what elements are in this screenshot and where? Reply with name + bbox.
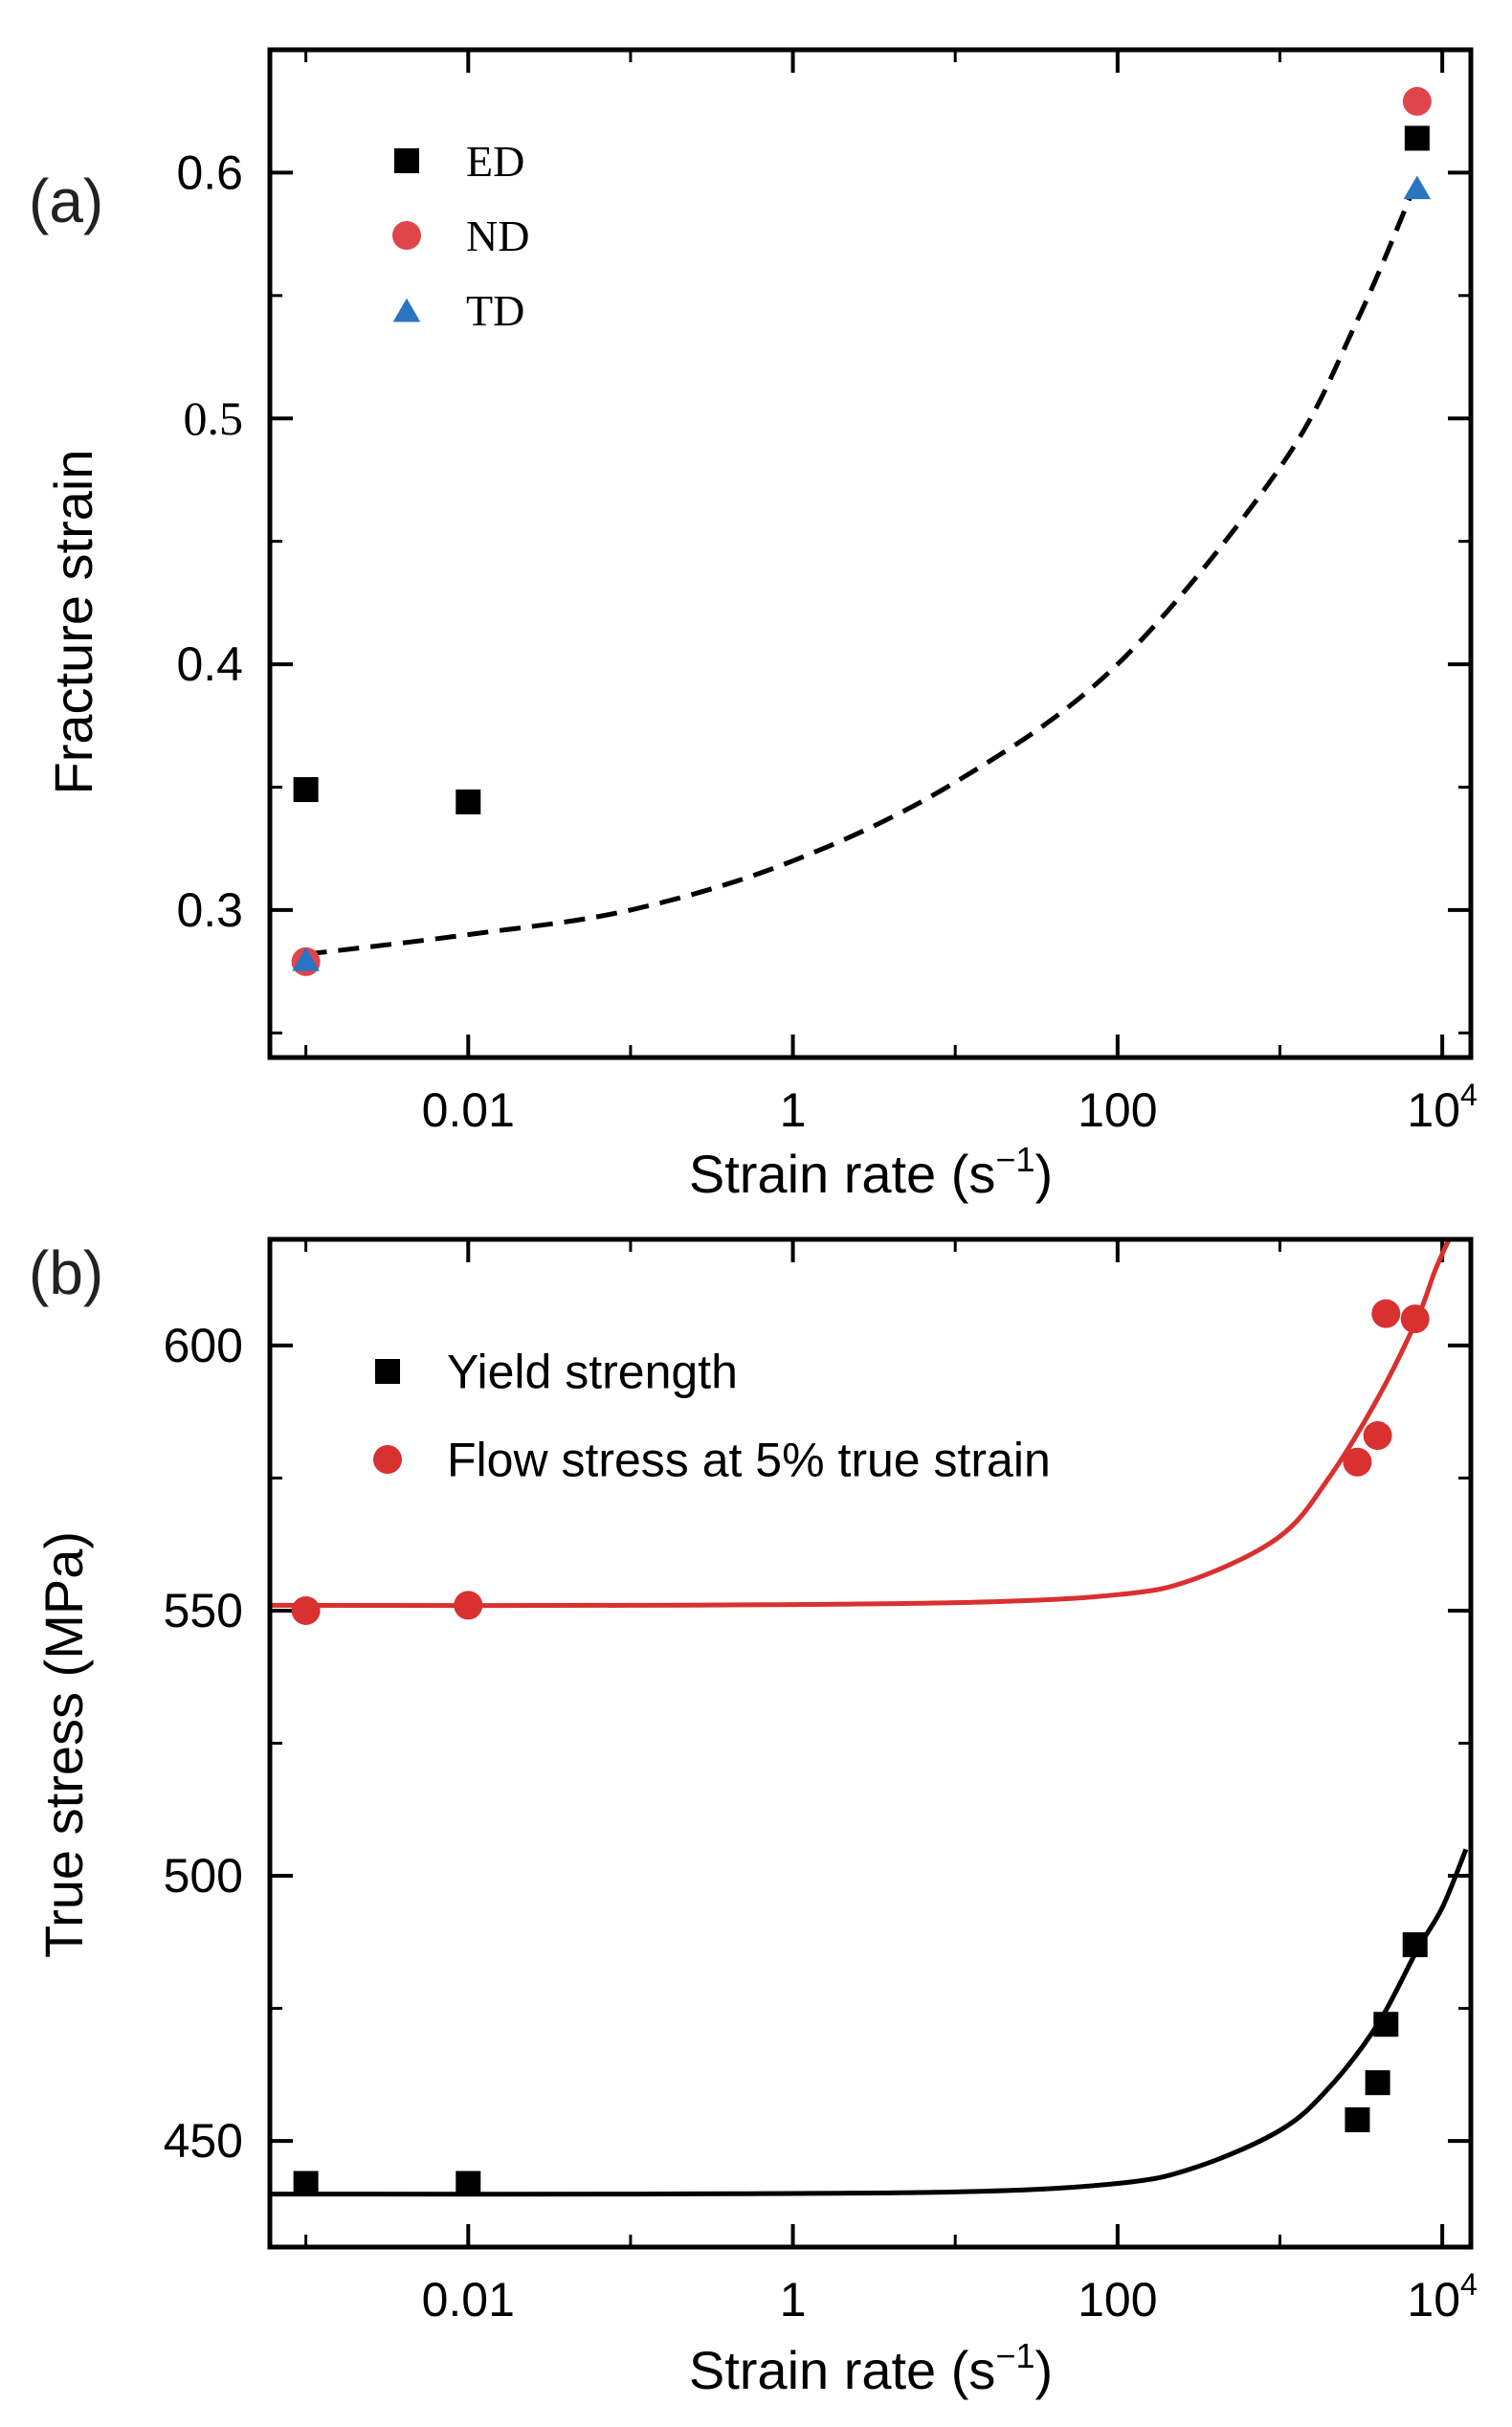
y-tick-label: 550 (164, 1584, 243, 1637)
panel-b-label: (b) (29, 1238, 103, 1307)
legend-marker-circle (392, 221, 421, 250)
data-point-circle (291, 1595, 321, 1625)
panel-a: (a) Fracture strain Strain rate (s−1) 0.… (29, 47, 1478, 1204)
legend-label: Yield strength (447, 1346, 738, 1399)
data-point-triangle (1403, 175, 1432, 200)
data-point-circle (1400, 1304, 1430, 1334)
fit-curve-1 (269, 1848, 1469, 2197)
x-tick-label: 100 (1078, 1083, 1157, 1137)
y-tick-label: 0.3 (176, 883, 243, 937)
panel-b-legend: Yield strength Flow stress at 5% true str… (373, 1346, 1051, 1487)
data-point-square (1365, 2070, 1390, 2096)
panel-a-label: (a) (29, 167, 103, 235)
y-tick-label: 0.5 (184, 391, 244, 445)
legend-label: ND (466, 212, 529, 260)
legend-marker-square (375, 1359, 400, 1384)
data-point-triangle (292, 946, 320, 971)
panel-b: (b) True stress (MPa) Strain rate (s−1) … (29, 1236, 1478, 2400)
data-point-circle (454, 1591, 483, 1620)
panel-b-xlabel: Strain rate (s−1) (689, 2336, 1053, 2400)
x-tick-label: 104 (1407, 2267, 1477, 2327)
fit-curve-1 (305, 179, 1420, 957)
x-tick-label: 104 (1407, 1078, 1477, 1137)
panel-a-xlabel: Strain rate (s−1) (689, 1140, 1053, 1204)
x-tick-label: 0.01 (422, 1083, 515, 1137)
legend-marker-square (394, 148, 419, 173)
legend-marker-triangle (392, 298, 421, 323)
x-tick-label: 1 (780, 2273, 807, 2327)
panel-b-ylabel: True stress (MPa) (33, 1531, 94, 1958)
data-point-square (456, 789, 481, 814)
data-point-circle (1402, 86, 1432, 116)
data-point-square (456, 2171, 481, 2196)
data-point-circle (1363, 1421, 1392, 1451)
legend-label: Flow stress at 5% true strain (447, 1434, 1051, 1487)
fit-curve-2 (269, 1237, 1452, 1609)
legend-label: TD (466, 286, 524, 335)
y-tick-label: 0.4 (176, 637, 243, 691)
data-point-circle (1343, 1447, 1372, 1477)
data-point-square (1402, 1932, 1428, 1958)
legend-marker-circle (373, 1445, 402, 1474)
x-tick-label: 100 (1078, 2273, 1157, 2327)
panel-a-legend: ED ND TD (392, 137, 529, 335)
data-point-square (1373, 2012, 1399, 2037)
data-point-square (293, 777, 319, 803)
y-tick-label: 600 (164, 1319, 243, 1372)
data-point-square (1404, 125, 1430, 151)
x-tick-label: 1 (780, 1083, 807, 1137)
legend-label: ED (466, 137, 524, 186)
data-point-circle (1371, 1299, 1401, 1328)
y-tick-label: 0.6 (176, 145, 243, 199)
data-point-square (293, 2171, 319, 2196)
y-tick-label: 500 (164, 1849, 243, 1903)
panel-b-frame (267, 1236, 1474, 2250)
x-tick-label: 0.01 (422, 2273, 515, 2327)
panel-a-ylabel: Fracture strain (43, 450, 103, 795)
panel-a-frame (267, 47, 1474, 1060)
data-point-square (1345, 2106, 1370, 2132)
y-tick-label: 450 (164, 2114, 243, 2168)
